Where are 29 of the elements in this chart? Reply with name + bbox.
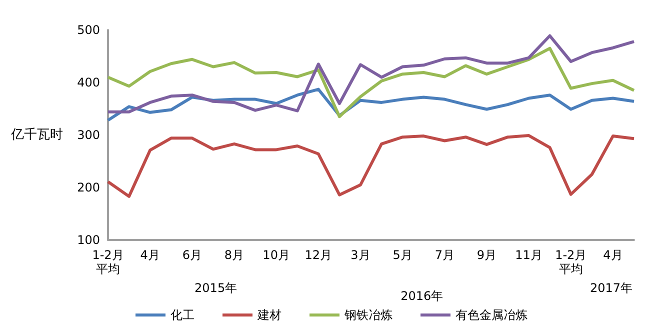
legend-label: 钢铁冶炼 [344, 308, 392, 322]
text: 2017年 [590, 281, 633, 295]
line-series [106, 46, 636, 118]
x-tick-label: 11月 [515, 248, 542, 262]
y-tick-label: 500 [77, 23, 100, 37]
text: 2016年 [400, 289, 444, 303]
text: 2015年 [194, 281, 238, 295]
x-tick-label: 12月 [304, 248, 332, 262]
x-tick-label: 5月 [392, 248, 412, 262]
y-tick-label: 200 [77, 180, 100, 194]
x-tick-label: 8月 [224, 248, 244, 262]
y-axis-title: 亿千瓦时 [10, 128, 63, 142]
x-tick-label: 1-2月平均 [92, 248, 124, 276]
x-tick-label: 6月 [182, 248, 202, 262]
line-series [106, 134, 636, 198]
line-series [106, 34, 636, 114]
y-tick-label: 300 [77, 128, 100, 142]
x-tick-label: 10月 [262, 248, 290, 262]
y-tick-label: 100 [77, 233, 100, 247]
legend-label: 化工 [170, 308, 194, 322]
x-tick-label: 1-2月平均 [555, 248, 587, 276]
x-tick-label: 3月 [350, 248, 370, 262]
legend-label: 建材 [256, 308, 282, 322]
y-tick-label: 400 [77, 76, 100, 90]
x-tick-label: 7月 [434, 248, 454, 262]
x-tick-label: 4月 [140, 248, 160, 262]
legend-label: 有色金属冶炼 [456, 308, 528, 322]
x-tick-label: 9月 [476, 248, 497, 262]
x-tick-label: 4月 [603, 248, 623, 262]
